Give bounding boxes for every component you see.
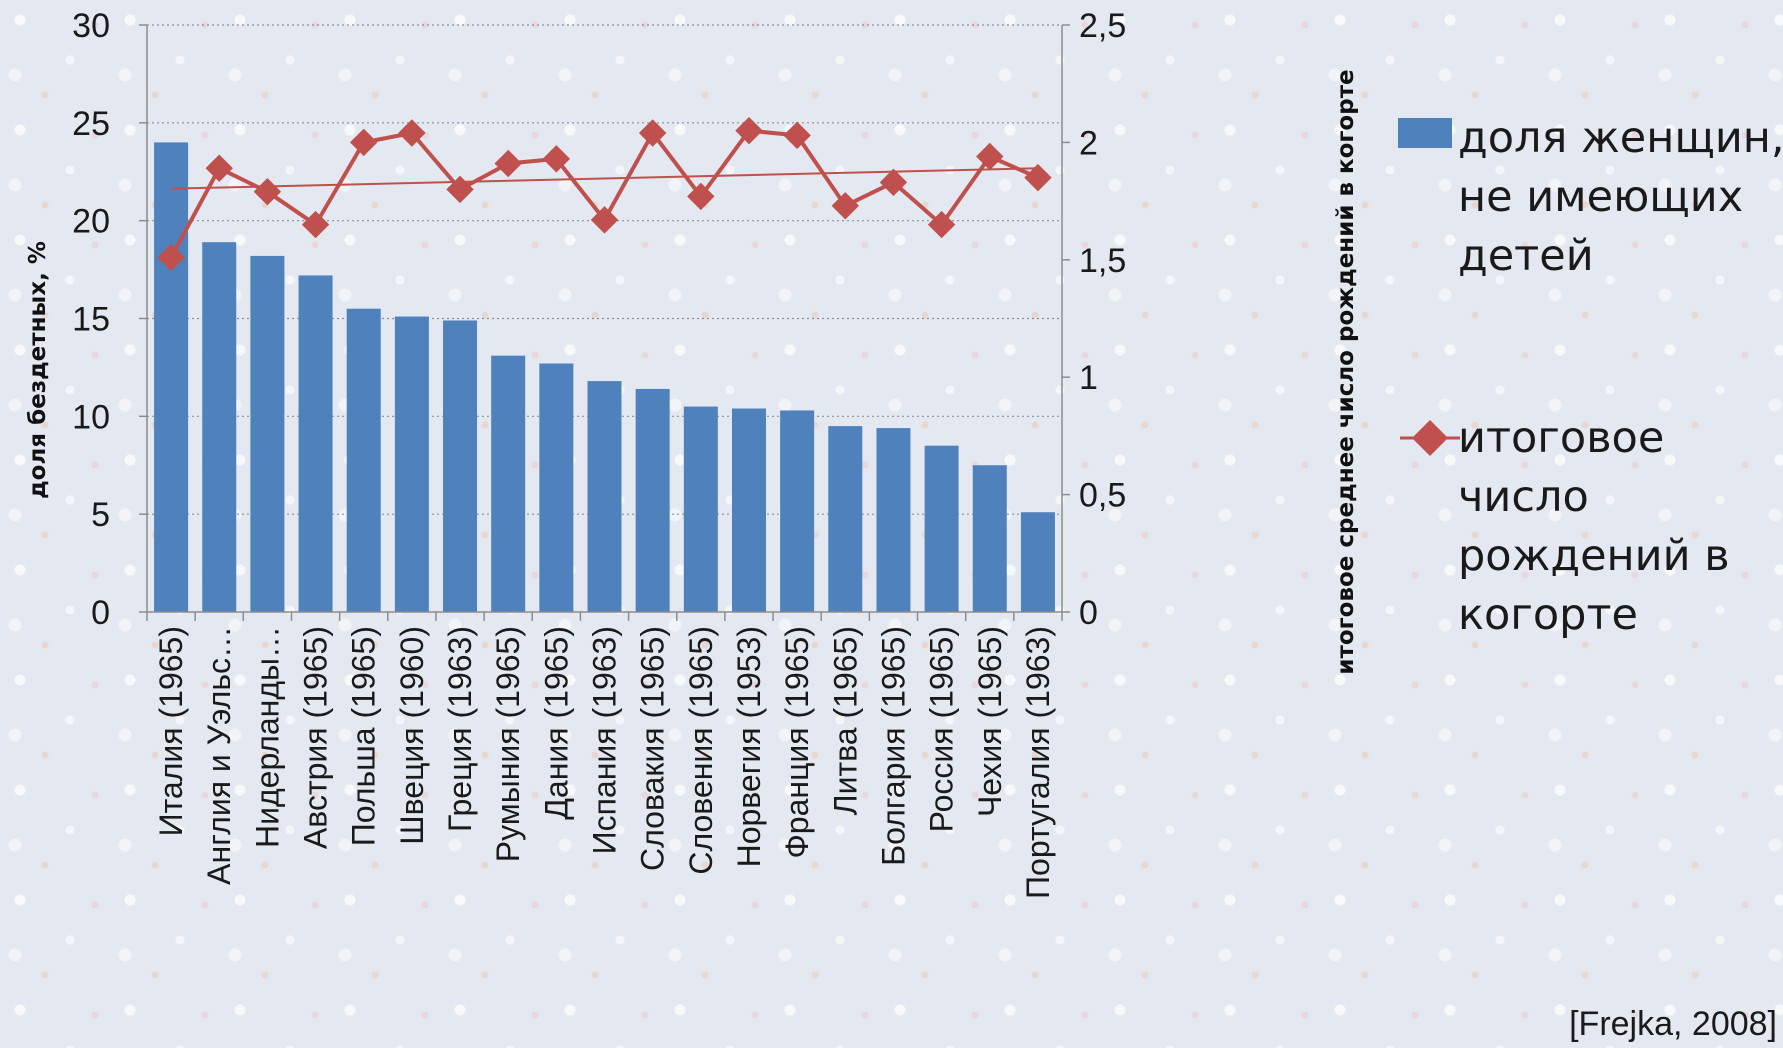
category-label: Россия (1965) bbox=[924, 626, 960, 832]
right-axis-title: итоговое среднее число рождений в когорт… bbox=[1333, 69, 1359, 674]
bar bbox=[202, 242, 237, 612]
category-label: Швеция (1960) bbox=[394, 626, 430, 845]
line-series bbox=[157, 116, 1052, 272]
line-marker bbox=[157, 243, 185, 272]
bar bbox=[587, 381, 622, 612]
bar bbox=[876, 428, 911, 612]
trendline bbox=[171, 167, 1038, 190]
line-marker bbox=[831, 192, 859, 220]
bar bbox=[828, 426, 863, 612]
category-label: Испания (1963) bbox=[587, 626, 623, 854]
left-tick-label: 20 bbox=[72, 203, 110, 241]
bar bbox=[394, 316, 429, 612]
category-label: Словения (1965) bbox=[683, 626, 719, 875]
bar bbox=[731, 408, 766, 612]
right-tick-label: 0,5 bbox=[1079, 477, 1126, 515]
legend-swatch-bar bbox=[1398, 118, 1452, 148]
line-marker bbox=[687, 182, 715, 211]
line-marker bbox=[879, 168, 908, 197]
line-marker bbox=[783, 121, 811, 150]
legend-bar-label-line: не имеющих bbox=[1458, 172, 1743, 222]
bar bbox=[154, 142, 189, 612]
right-tick-label: 1 bbox=[1079, 359, 1098, 397]
left-axis-title: доля бездетных, % bbox=[25, 241, 51, 499]
legend-entry-bar: доля женщин, не имеющих детей bbox=[1458, 113, 1783, 281]
category-label: Франция (1965) bbox=[779, 626, 815, 859]
category-label: Словакия (1965) bbox=[635, 626, 671, 871]
bar bbox=[298, 275, 333, 612]
category-label: Нидерланды… bbox=[249, 626, 285, 848]
legend-swatch-marker bbox=[1412, 420, 1448, 456]
legend-line-label-line: итоговое bbox=[1458, 413, 1664, 463]
line-marker bbox=[301, 210, 330, 239]
line-marker bbox=[976, 142, 1004, 171]
category-label: Чехия (1965) bbox=[972, 626, 1008, 817]
legend: доля женщин, не имеющих детей итоговое числ… bbox=[1398, 113, 1783, 640]
bar bbox=[250, 255, 285, 613]
legend-line-label-line: число bbox=[1458, 472, 1589, 522]
category-label: Румыния (1965) bbox=[490, 626, 526, 862]
line-marker bbox=[1024, 163, 1052, 192]
bar bbox=[539, 363, 574, 612]
line-marker bbox=[542, 145, 571, 173]
left-axis-ticks: 0 5 10 15 20 25 30 bbox=[72, 7, 147, 632]
left-tick-label: 5 bbox=[91, 496, 110, 534]
right-tick-label: 1,5 bbox=[1079, 242, 1126, 280]
category-label: Болгария (1965) bbox=[875, 626, 911, 866]
line-series-path bbox=[169, 128, 1039, 259]
legend-bar-label-line: детей bbox=[1458, 231, 1594, 281]
line-marker bbox=[927, 210, 956, 239]
line-marker bbox=[398, 119, 426, 147]
legend-line-label-line: когорте bbox=[1458, 590, 1638, 640]
left-tick-label: 0 bbox=[91, 594, 110, 632]
line-marker bbox=[350, 128, 378, 157]
line-marker bbox=[205, 154, 233, 182]
category-label: Польша (1965) bbox=[346, 626, 382, 846]
bar bbox=[491, 355, 526, 612]
category-label: Греция (1963) bbox=[442, 626, 478, 832]
category-label: Португалия (1963) bbox=[1020, 626, 1056, 899]
legend-entry-line: итоговое число рождений в когорте bbox=[1458, 413, 1730, 640]
right-tick-label: 2 bbox=[1079, 124, 1098, 162]
right-tick-label: 2,5 bbox=[1079, 7, 1126, 45]
bar bbox=[924, 445, 959, 612]
category-label: Австрия (1965) bbox=[298, 626, 334, 849]
category-label: Дания (1965) bbox=[538, 626, 574, 820]
line-marker bbox=[494, 149, 522, 178]
bar bbox=[1020, 512, 1055, 612]
line-marker bbox=[590, 206, 619, 234]
bar bbox=[972, 465, 1007, 612]
bar-series bbox=[154, 142, 1055, 613]
category-label: Англия и Уэльс… bbox=[201, 626, 237, 885]
bar bbox=[346, 308, 381, 612]
bar bbox=[683, 406, 718, 612]
line-marker bbox=[638, 119, 667, 147]
category-label: Норвегия (1953) bbox=[731, 626, 767, 867]
bar bbox=[443, 320, 478, 612]
category-label: Литва (1965) bbox=[827, 626, 863, 815]
line-marker bbox=[446, 175, 474, 204]
legend-bar-label-line: доля женщин, bbox=[1458, 113, 1783, 163]
category-labels: Италия (1965) Англия и Уэльс… Нидерланды… А… bbox=[153, 626, 1056, 899]
source-citation: [Frejka, 2008] bbox=[1569, 1005, 1777, 1043]
legend-line-label-line: рождений в bbox=[1458, 531, 1730, 581]
left-tick-label: 15 bbox=[72, 301, 110, 339]
bar bbox=[635, 388, 670, 612]
category-label: Италия (1965) bbox=[153, 626, 189, 836]
left-tick-label: 30 bbox=[72, 7, 110, 45]
bar bbox=[780, 410, 815, 612]
line-marker bbox=[735, 116, 763, 145]
left-tick-label: 25 bbox=[72, 105, 110, 143]
right-tick-label: 0 bbox=[1079, 594, 1098, 632]
right-axis-ticks: 0 0,5 1 1,5 2 2,5 bbox=[1062, 7, 1126, 632]
line-marker bbox=[253, 178, 282, 206]
left-tick-label: 10 bbox=[72, 398, 110, 436]
